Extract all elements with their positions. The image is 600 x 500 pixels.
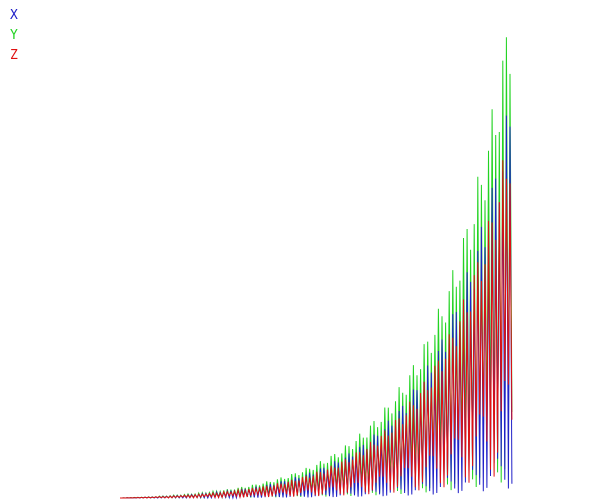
series-line-z <box>120 160 513 500</box>
legend-label-y: Y <box>10 28 18 43</box>
series-line-y <box>120 37 513 500</box>
legend: X Y Z <box>10 6 18 66</box>
legend-label-x: X <box>10 8 18 23</box>
legend-label-z: Z <box>10 48 18 63</box>
